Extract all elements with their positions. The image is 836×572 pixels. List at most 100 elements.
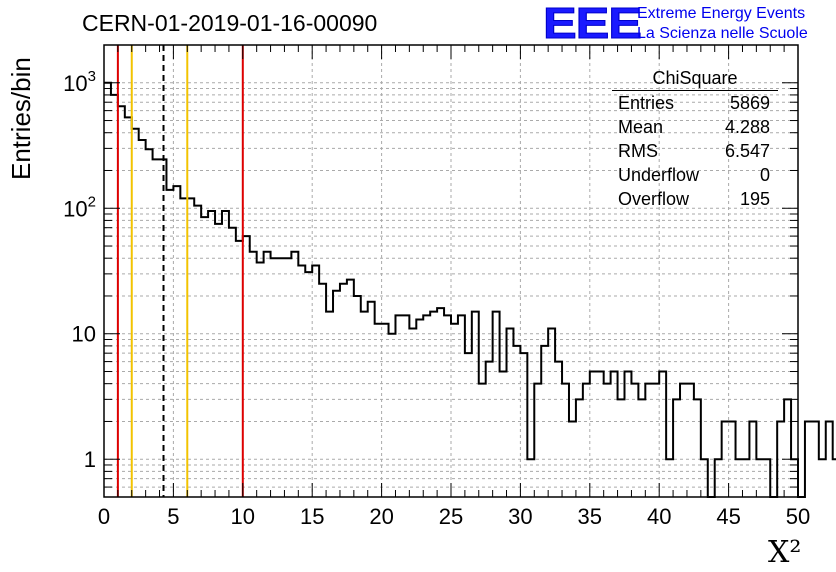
histogram-bin	[715, 459, 722, 497]
x-tick-label: 15	[300, 504, 324, 529]
histogram-bin	[756, 459, 763, 497]
histogram-bin	[375, 324, 382, 497]
histogram-bin	[354, 296, 361, 497]
histogram-bin	[319, 284, 326, 497]
histogram-bin	[625, 372, 632, 497]
y-axis-label: Entries/bin	[6, 57, 36, 180]
histogram-bin	[264, 252, 271, 497]
stats-value: 0	[759, 165, 770, 185]
histogram-bin	[631, 384, 638, 497]
histogram-bin	[548, 329, 555, 497]
histogram-bin	[638, 399, 645, 497]
histogram-bin	[701, 459, 708, 497]
histogram-bin	[819, 459, 826, 497]
histogram-bin	[597, 372, 604, 497]
histogram-bin	[368, 302, 375, 497]
histogram-bin	[361, 312, 368, 497]
histogram-bin	[305, 272, 312, 497]
histogram-bin	[451, 324, 458, 497]
histogram-bin	[423, 315, 430, 497]
histogram-outline	[104, 81, 836, 498]
x-tick-label: 35	[578, 504, 602, 529]
y-tick-label: 1	[84, 447, 96, 472]
histogram-bin	[402, 315, 409, 497]
stats-label: RMS	[618, 141, 658, 161]
histogram-bin	[729, 421, 736, 497]
histogram-bin	[312, 265, 319, 497]
logo-text-line1: Extreme Energy Events	[637, 5, 806, 22]
histogram-bin	[805, 421, 812, 497]
histogram-bin	[666, 459, 673, 497]
stats-value: 195	[739, 189, 770, 209]
stats-label: Entries	[618, 93, 675, 113]
histogram-bin	[229, 228, 236, 497]
histogram-bin	[520, 353, 527, 497]
histogram-bin	[104, 83, 111, 497]
histogram-bin	[284, 258, 291, 497]
x-tick-label: 45	[716, 504, 740, 529]
histogram-bin	[194, 206, 201, 497]
histogram-bin	[236, 241, 243, 497]
histogram-bin	[555, 362, 562, 497]
x-tick-label: 5	[167, 504, 179, 529]
histogram-bin	[513, 346, 520, 497]
x-axis-label: X²	[768, 535, 802, 570]
histogram-bin	[326, 312, 333, 497]
x-tick-label: 50	[786, 504, 810, 529]
logo-mark: EEE	[542, 0, 642, 48]
histogram-bin	[409, 329, 416, 497]
histogram-bin	[507, 329, 514, 497]
histogram-bin	[173, 186, 180, 497]
histogram-bin	[340, 284, 347, 497]
histogram-bin	[458, 315, 465, 497]
histogram-bin	[444, 315, 451, 497]
histogram-bin	[416, 319, 423, 497]
stats-label: Underflow	[618, 165, 700, 185]
histogram-bin	[250, 252, 257, 497]
histogram-bin	[479, 384, 486, 497]
histogram-bin	[271, 258, 278, 497]
histogram-bin	[257, 262, 264, 497]
x-tick-label: 25	[439, 504, 463, 529]
histogram-bin	[812, 421, 819, 497]
stats-row: Entries 5869	[612, 91, 778, 115]
histogram-bin	[652, 384, 659, 497]
logo-text-line2: La Scienza nelle Scuole	[637, 25, 808, 42]
x-tick-label: 30	[508, 504, 532, 529]
histogram-bin	[541, 346, 548, 497]
histogram-bin	[187, 198, 194, 497]
histogram-bin	[736, 459, 743, 497]
histogram-bin	[382, 324, 389, 497]
x-tick-label: 40	[647, 504, 671, 529]
histogram-bin	[333, 291, 340, 497]
histogram-bin	[395, 315, 402, 497]
histogram-bin	[208, 211, 215, 497]
histogram-bin	[576, 399, 583, 497]
histogram-bin	[687, 384, 694, 497]
histogram-bin	[569, 421, 576, 497]
histogram-bin	[243, 236, 250, 497]
histogram-bin	[465, 353, 472, 497]
histogram-bin	[527, 459, 534, 497]
histogram-bin	[347, 280, 354, 497]
histogram-bin	[645, 384, 652, 497]
y-tick-label: 102	[63, 193, 96, 221]
histogram-bin	[180, 198, 187, 497]
histogram-bin	[784, 399, 791, 497]
histogram-bin	[590, 372, 597, 497]
histogram-bin	[430, 312, 437, 497]
stats-title: ChiSquare	[612, 66, 778, 91]
axes: 0 5 10 15 20 25 30 35 40 45 50 1 10 102 103	[63, 44, 810, 529]
histogram-bin	[486, 362, 493, 497]
histogram-bin	[583, 384, 590, 497]
y-tick-label: 103	[63, 68, 96, 96]
histogram-bin	[472, 312, 479, 497]
histogram-bin	[604, 384, 611, 497]
histogram-bin	[749, 421, 756, 497]
histogram-bin	[201, 217, 208, 497]
stats-label: Overflow	[618, 189, 690, 209]
histogram-bin	[298, 265, 305, 497]
stats-label: Mean	[618, 117, 664, 137]
histogram-bin	[278, 258, 285, 497]
